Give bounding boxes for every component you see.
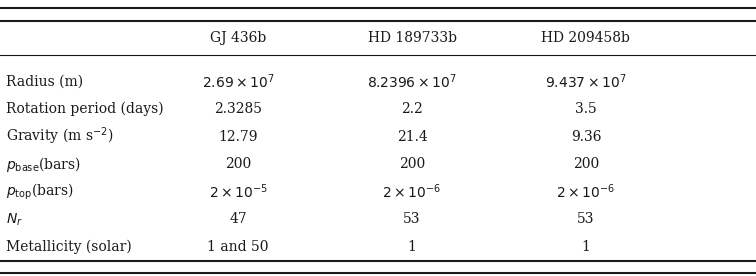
Text: Gravity (m s$^{-2}$): Gravity (m s$^{-2}$)	[6, 126, 113, 147]
Text: 200: 200	[573, 157, 599, 171]
Text: 200: 200	[399, 157, 425, 171]
Text: 53: 53	[577, 213, 595, 226]
Text: $p_{\mathrm{top}}$(bars): $p_{\mathrm{top}}$(bars)	[6, 182, 74, 202]
Text: 53: 53	[403, 213, 421, 226]
Text: 2.3285: 2.3285	[214, 102, 262, 116]
Text: $2 \times 10^{-6}$: $2 \times 10^{-6}$	[556, 182, 615, 201]
Text: $2 \times 10^{-6}$: $2 \times 10^{-6}$	[383, 182, 442, 201]
Text: $p_{\mathrm{base}}$(bars): $p_{\mathrm{base}}$(bars)	[6, 155, 81, 174]
Text: HD 209458b: HD 209458b	[541, 31, 631, 45]
Text: 9.36: 9.36	[571, 130, 601, 144]
Text: 3.5: 3.5	[575, 102, 596, 116]
Text: 1 and 50: 1 and 50	[207, 240, 269, 254]
Text: Rotation period (days): Rotation period (days)	[6, 102, 163, 116]
Text: Radius (m): Radius (m)	[6, 75, 83, 88]
Text: Metallicity (solar): Metallicity (solar)	[6, 240, 132, 254]
Text: $2.69 \times 10^{7}$: $2.69 \times 10^{7}$	[202, 72, 274, 91]
Text: 1: 1	[407, 240, 417, 254]
Text: HD 189733b: HD 189733b	[367, 31, 457, 45]
Text: 12.79: 12.79	[218, 130, 258, 144]
Text: 200: 200	[225, 157, 251, 171]
Text: $9.437 \times 10^{7}$: $9.437 \times 10^{7}$	[545, 72, 627, 91]
Text: $8.2396 \times 10^{7}$: $8.2396 \times 10^{7}$	[367, 72, 457, 91]
Text: GJ 436b: GJ 436b	[210, 31, 266, 45]
Text: 1: 1	[581, 240, 590, 254]
Text: 2.2: 2.2	[401, 102, 423, 116]
Text: $2 \times 10^{-5}$: $2 \times 10^{-5}$	[209, 182, 268, 201]
Text: $N_r$: $N_r$	[6, 211, 23, 228]
Text: 47: 47	[229, 213, 247, 226]
Text: 21.4: 21.4	[397, 130, 427, 144]
